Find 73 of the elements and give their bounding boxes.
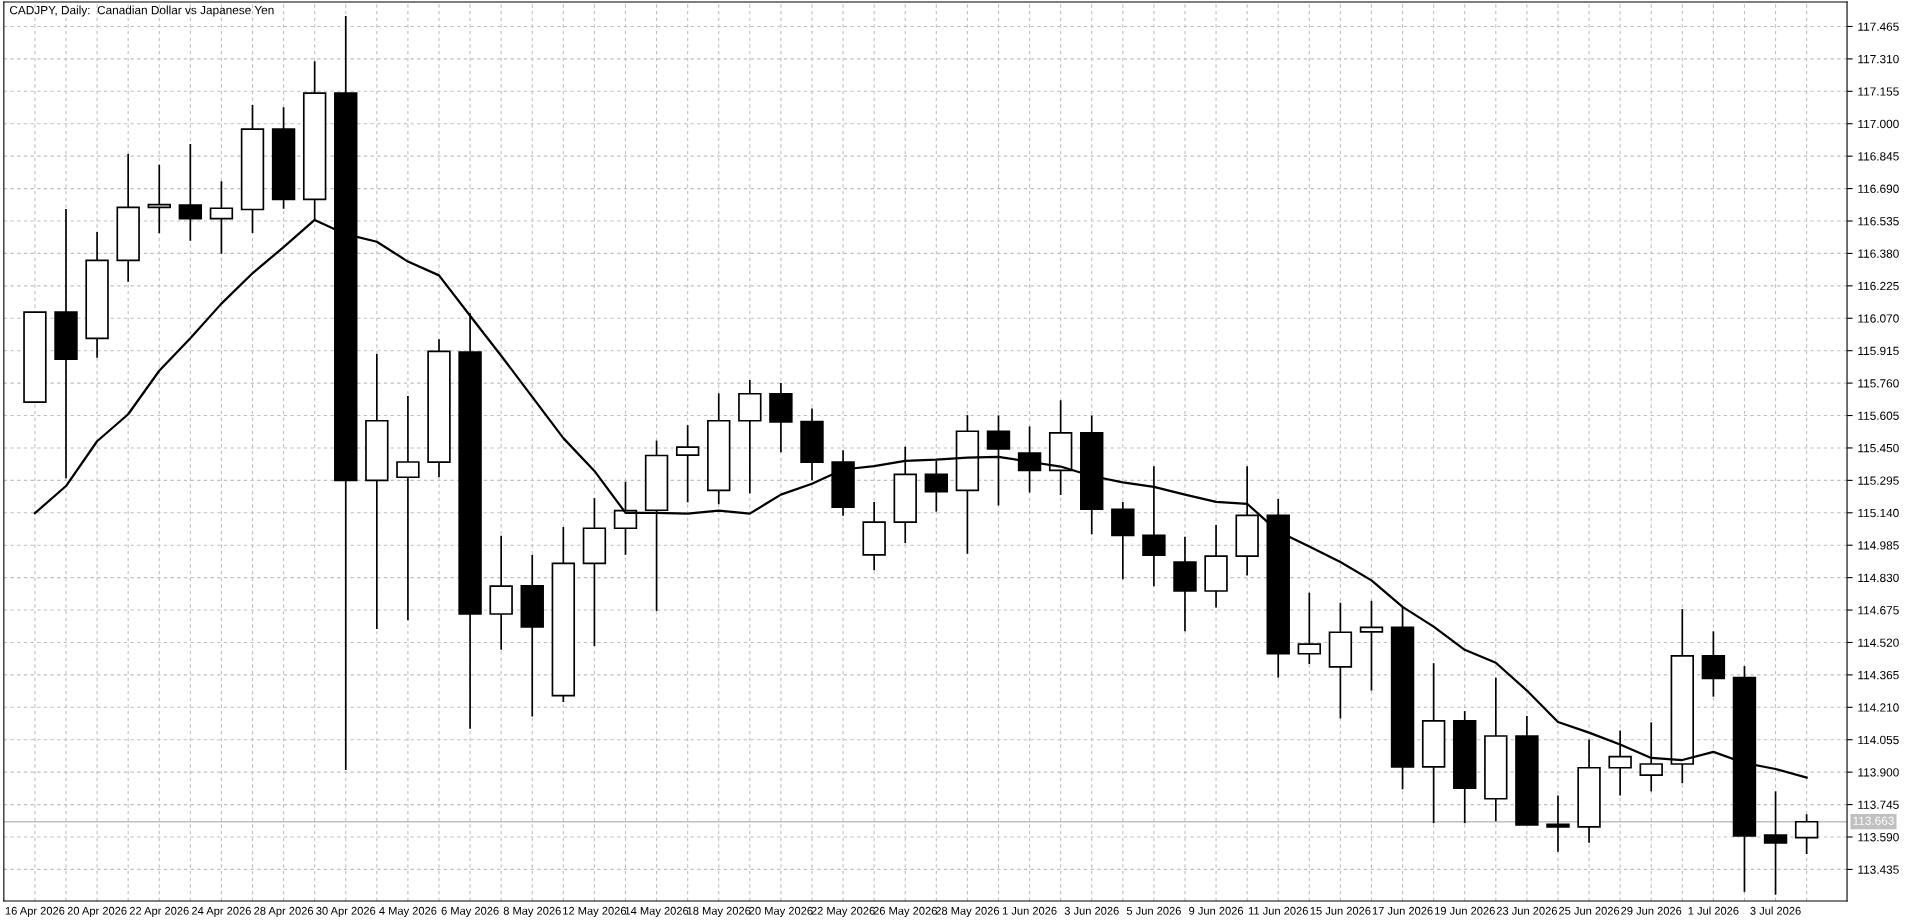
- x-tick-label: 6 May 2026: [441, 906, 499, 917]
- x-tick-label: 8 May 2026: [503, 906, 561, 917]
- candlestick: [986, 414, 1011, 507]
- x-tick-label: 23 Jun 2026: [1496, 906, 1557, 915]
- x-tick-label: 20 Apr 2026: [67, 906, 127, 917]
- x-tick-label: 1 Jul 2026: [1688, 906, 1739, 915]
- y-tick-label: 115.140: [1858, 508, 1899, 518]
- y-tick-label: 113.435: [1858, 865, 1899, 874]
- x-tick-label: 9 Jun 2026: [1189, 906, 1244, 915]
- y-tick-label: 114.830: [1858, 573, 1899, 583]
- y-tick-label: 115.450: [1858, 443, 1899, 453]
- x-tick-label: 29 Jun 2026: [1621, 906, 1682, 915]
- x-tick-label: 16 Apr 2026: [5, 906, 65, 917]
- x-tick-label: 26 May 2026: [873, 906, 937, 917]
- y-tick-label: 114.210: [1858, 703, 1899, 712]
- x-tick-label: 25 Jun 2026: [1559, 906, 1620, 915]
- candlestick: [924, 460, 949, 513]
- y-tick-label: 116.690: [1858, 184, 1899, 193]
- x-tick-label: 4 May 2026: [379, 906, 437, 917]
- candlestick: [1359, 600, 1384, 692]
- y-tick-label: 115.605: [1858, 411, 1899, 420]
- y-tick-label: 117.155: [1858, 87, 1899, 96]
- candlestick: [675, 424, 700, 504]
- y-tick-label: 116.225: [1858, 281, 1899, 291]
- chart-title: CADJPY, Daily: Canadian Dollar vs Japanese Yen: [9, 5, 274, 17]
- y-tick-label: 114.985: [1858, 541, 1899, 550]
- x-tick-label: 20 May 2026: [749, 906, 813, 917]
- y-tick-label: 114.055: [1858, 735, 1899, 745]
- y-tick-label: 117.465: [1858, 22, 1899, 31]
- x-tick-label: 22 Apr 2026: [129, 906, 189, 917]
- y-tick-label: 113.590: [1858, 833, 1899, 842]
- ref-line-label: 113.663: [1853, 816, 1894, 825]
- candlestick: [396, 395, 420, 622]
- candlestick: [178, 143, 203, 242]
- candlestick: [1297, 591, 1322, 665]
- y-tick-label: 113.900: [1858, 768, 1899, 777]
- x-tick-label: 12 May 2026: [563, 906, 627, 917]
- y-tick-label: 115.915: [1858, 346, 1899, 356]
- y-tick-label: 116.380: [1858, 249, 1899, 258]
- candlestick: [1546, 794, 1570, 853]
- y-tick-label: 114.365: [1858, 670, 1899, 680]
- x-tick-label: 22 May 2026: [811, 906, 875, 917]
- candlestick: [613, 480, 638, 556]
- x-tick-label: 3 Jun 2026: [1064, 906, 1119, 915]
- y-tick-label: 117.000: [1858, 119, 1899, 129]
- y-tick-label: 115.760: [1858, 379, 1899, 388]
- x-tick-label: 5 Jun 2026: [1126, 906, 1181, 915]
- candlestick: [147, 163, 171, 235]
- x-tick-label: 24 Apr 2026: [192, 906, 251, 917]
- y-tick-label: 114.520: [1858, 638, 1899, 647]
- x-tick-label: 15 Jun 2026: [1310, 906, 1371, 915]
- x-tick-label: 11 Jun 2026: [1248, 906, 1308, 915]
- candlestick: [1701, 630, 1726, 698]
- x-tick-label: 28 May 2026: [935, 906, 1000, 917]
- y-tick-label: 115.295: [1858, 476, 1899, 485]
- candlestick: [209, 180, 234, 255]
- x-tick-label: 18 May 2026: [687, 906, 751, 917]
- y-tick-label: 117.310: [1858, 54, 1899, 64]
- x-tick-label: 30 Apr 2026: [316, 906, 376, 917]
- x-tick-label: 28 Apr 2026: [254, 906, 314, 917]
- y-tick-label: 116.845: [1858, 152, 1899, 161]
- x-tick-label: 17 Jun 2026: [1372, 906, 1433, 915]
- x-tick-label: 14 May 2026: [625, 906, 689, 917]
- candlestick: [1142, 465, 1166, 588]
- x-tick-label: 19 Jun 2026: [1434, 906, 1495, 915]
- y-tick-label: 116.070: [1858, 314, 1899, 323]
- candlestick: [1794, 813, 1819, 855]
- y-tick-label: 116.535: [1858, 217, 1899, 226]
- y-tick-label: 114.675: [1858, 606, 1899, 615]
- x-tick-label: 1 Jun 2026: [1002, 906, 1057, 915]
- x-tick-label: 3 Jul 2026: [1750, 906, 1801, 915]
- y-tick-label: 113.745: [1858, 800, 1899, 809]
- candlestick: [1763, 790, 1788, 896]
